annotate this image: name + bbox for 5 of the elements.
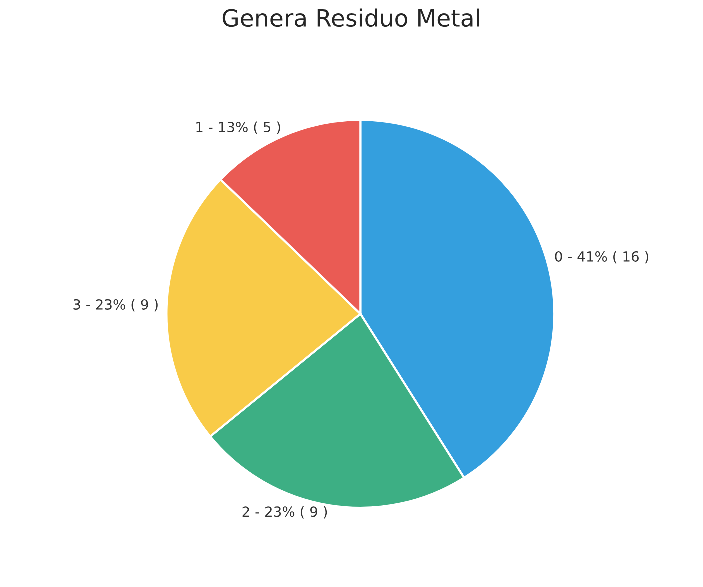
slice-label: 0 - 41% ( 16 ) [555, 251, 648, 264]
chart-title: Genera Residuo Metal [222, 8, 480, 28]
slice-label: 1 - 13% ( 5 ) [196, 122, 280, 134]
slice-label: 2 - 23% ( 9 ) [242, 506, 328, 519]
slice-label: 3 - 23% ( 9 ) [74, 299, 158, 312]
